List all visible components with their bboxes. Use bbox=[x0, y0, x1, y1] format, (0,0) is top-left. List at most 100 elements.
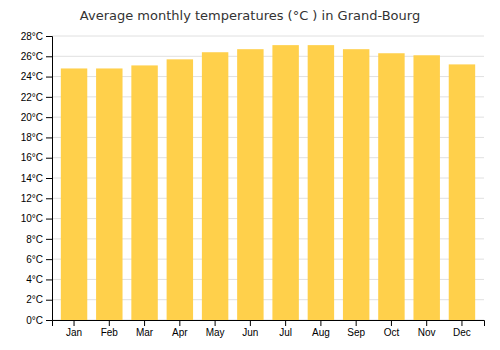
x-tick-label: Dec bbox=[453, 327, 471, 338]
x-tick: Sep bbox=[347, 320, 365, 338]
bar bbox=[378, 53, 404, 320]
x-tick: Dec bbox=[453, 320, 471, 338]
y-tick-mark bbox=[46, 178, 52, 179]
bar bbox=[202, 52, 228, 320]
y-tick: 6°C bbox=[26, 254, 52, 265]
x-tick-mark bbox=[179, 320, 180, 326]
grid-line bbox=[52, 36, 484, 37]
x-tick-mark bbox=[356, 320, 357, 326]
bar bbox=[343, 49, 369, 320]
x-tick-mark bbox=[426, 320, 427, 326]
y-axis-line bbox=[46, 37, 53, 321]
x-tick-mark bbox=[461, 320, 462, 326]
plot: 0°C 2°C 4°C 6°C 8°C 10°C 12°C 14°C 16°C 18°C 20°C 2… bbox=[21, 31, 485, 338]
x-tick: Jun bbox=[242, 320, 258, 338]
x-tick-mark bbox=[109, 320, 110, 326]
y-tick-mark bbox=[46, 137, 52, 138]
y-tick-mark bbox=[46, 239, 52, 240]
y-tick-mark bbox=[46, 198, 52, 199]
x-tick-mark bbox=[285, 320, 286, 326]
grid bbox=[52, 36, 484, 320]
y-tick: 8°C bbox=[26, 234, 52, 245]
y-tick-mark bbox=[46, 77, 52, 78]
y-tick-mark bbox=[46, 279, 52, 280]
y-tick-label: 24°C bbox=[21, 71, 43, 82]
title: Average monthly temperatures (°C ) in Gr… bbox=[80, 8, 420, 23]
bar bbox=[308, 45, 334, 320]
bar bbox=[167, 59, 193, 320]
x-tick: Feb bbox=[101, 320, 119, 338]
bar bbox=[237, 49, 263, 320]
x-tick: Jan bbox=[66, 320, 82, 338]
y-tick-mark bbox=[46, 158, 52, 159]
y-tick: 10°C bbox=[21, 213, 52, 224]
y-tick: 20°C bbox=[21, 112, 52, 123]
bars bbox=[61, 45, 475, 320]
x-tick-mark bbox=[215, 320, 216, 326]
x-tick-mark bbox=[250, 320, 251, 326]
x-tick-label: Jul bbox=[279, 327, 292, 338]
y-tick-mark bbox=[46, 36, 52, 37]
x-tick-label: Oct bbox=[384, 327, 400, 338]
y-tick: 18°C bbox=[21, 132, 52, 143]
y-tick-mark bbox=[46, 320, 52, 321]
y-axis: 0°C 2°C 4°C 6°C 8°C 10°C 12°C 14°C 16°C 18°C 20°C 2… bbox=[21, 31, 53, 326]
y-tick: 0°C bbox=[26, 315, 52, 326]
y-tick-mark bbox=[46, 97, 52, 98]
x-axis: Jan Feb Mar Apr May Jun Jul Aug Sep Oct Nov Dec bbox=[53, 320, 485, 338]
y-tick: 28°C bbox=[21, 31, 52, 42]
y-tick-label: 28°C bbox=[21, 31, 43, 42]
y-tick-label: 14°C bbox=[21, 173, 43, 184]
y-tick-mark bbox=[46, 259, 52, 260]
x-axis-line bbox=[53, 321, 485, 327]
x-tick-label: Jun bbox=[242, 327, 258, 338]
y-tick-label: 8°C bbox=[26, 234, 43, 245]
x-tick-mark bbox=[74, 320, 75, 326]
y-tick-label: 0°C bbox=[26, 315, 43, 326]
x-tick-label: Apr bbox=[172, 327, 188, 338]
x-tick: Jul bbox=[279, 320, 292, 338]
x-tick-label: Feb bbox=[101, 327, 119, 338]
bar bbox=[61, 68, 87, 320]
y-tick: 24°C bbox=[21, 71, 52, 82]
y-tick-label: 26°C bbox=[21, 51, 43, 62]
x-tick-mark bbox=[144, 320, 145, 326]
y-tick: 12°C bbox=[21, 193, 52, 204]
x-tick-label: Mar bbox=[136, 327, 154, 338]
y-tick-label: 20°C bbox=[21, 112, 43, 123]
x-tick: Apr bbox=[172, 320, 188, 338]
y-tick-mark bbox=[46, 56, 52, 57]
bar bbox=[413, 55, 439, 320]
y-tick-label: 6°C bbox=[26, 254, 43, 265]
y-tick: 26°C bbox=[21, 51, 52, 62]
x-tick: Oct bbox=[384, 320, 400, 338]
y-tick-label: 16°C bbox=[21, 152, 43, 163]
y-tick: 14°C bbox=[21, 173, 52, 184]
y-tick-mark bbox=[46, 300, 52, 301]
x-tick-mark bbox=[391, 320, 392, 326]
x-tick-mark bbox=[320, 320, 321, 326]
y-tick-mark bbox=[46, 219, 52, 220]
chart: Average monthly temperatures (°C ) in Gr… bbox=[0, 0, 500, 350]
x-tick-label: May bbox=[206, 327, 225, 338]
bar bbox=[131, 65, 157, 320]
y-tick-mark bbox=[46, 117, 52, 118]
x-tick-label: Jan bbox=[66, 327, 82, 338]
bar bbox=[449, 64, 475, 320]
y-tick: 16°C bbox=[21, 152, 52, 163]
y-tick: 4°C bbox=[26, 274, 52, 285]
bar bbox=[272, 45, 298, 320]
y-tick: 2°C bbox=[26, 294, 52, 305]
x-tick: Aug bbox=[312, 320, 330, 338]
x-tick: Nov bbox=[418, 320, 436, 338]
x-tick-label: Sep bbox=[347, 327, 365, 338]
bar bbox=[96, 68, 122, 320]
x-tick: May bbox=[206, 320, 225, 338]
y-tick: 22°C bbox=[21, 92, 52, 103]
y-tick-label: 2°C bbox=[26, 294, 43, 305]
y-tick-label: 18°C bbox=[21, 132, 43, 143]
x-tick-label: Aug bbox=[312, 327, 330, 338]
y-tick-label: 12°C bbox=[21, 193, 43, 204]
y-tick-label: 22°C bbox=[21, 92, 43, 103]
y-tick-label: 10°C bbox=[21, 213, 43, 224]
